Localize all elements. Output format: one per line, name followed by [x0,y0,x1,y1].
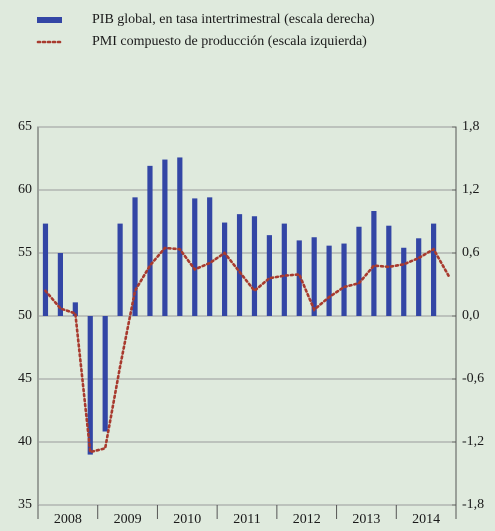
bar [431,223,437,316]
y-tick-label: 50 [18,308,32,323]
bar [207,197,213,316]
bar [236,214,243,316]
bar [341,243,347,316]
x-tick-label: 2009 [114,512,142,527]
legend-label: PMI compuesto de producción (escala izqu… [92,34,367,49]
x-tick-label: 2013 [352,512,380,527]
y-tick-label: 65 [18,119,32,134]
y2-tick-label: 0,6 [462,245,480,260]
y-tick-label: 55 [18,245,32,260]
y2-tick-label: -1,2 [462,434,484,449]
bar [281,223,287,316]
bar [117,223,123,316]
bar [102,316,108,432]
bar [356,226,362,316]
bar [311,237,317,316]
y2-tick-label: 1,8 [462,119,480,134]
bar [371,211,377,316]
y2-tick-label: 1,2 [462,182,480,197]
bar [416,238,422,316]
legend-swatch [37,17,62,23]
bar [266,235,272,316]
bar [192,198,198,316]
bar [401,247,407,316]
line [44,246,450,454]
bar [296,240,302,316]
bar [132,197,138,316]
bar [87,316,93,455]
y-tick-label: 40 [18,434,32,449]
y-tick-label: 60 [18,182,32,197]
x-tick-label: 2012 [293,512,321,527]
bar [72,302,78,316]
y2-tick-label: 0,0 [462,308,480,323]
bar [386,225,392,316]
x-tick-label: 2008 [54,512,82,527]
bar [57,253,63,316]
bar [222,222,228,316]
bar [326,245,332,316]
y2-tick-label: -1,8 [462,497,484,512]
bar [147,165,153,316]
x-tick-label: 2014 [412,512,440,527]
legend-label: PIB global, en tasa intertrimestral (esc… [92,12,375,27]
y2-tick-label: -0,6 [462,371,484,386]
y-tick-label: 35 [18,497,32,512]
bar [251,216,258,316]
x-tick-label: 2010 [173,512,201,527]
x-tick-label: 2011 [233,512,260,527]
bar [162,159,168,316]
bar [42,223,49,316]
y-tick-label: 45 [18,371,32,386]
bar [177,157,183,316]
